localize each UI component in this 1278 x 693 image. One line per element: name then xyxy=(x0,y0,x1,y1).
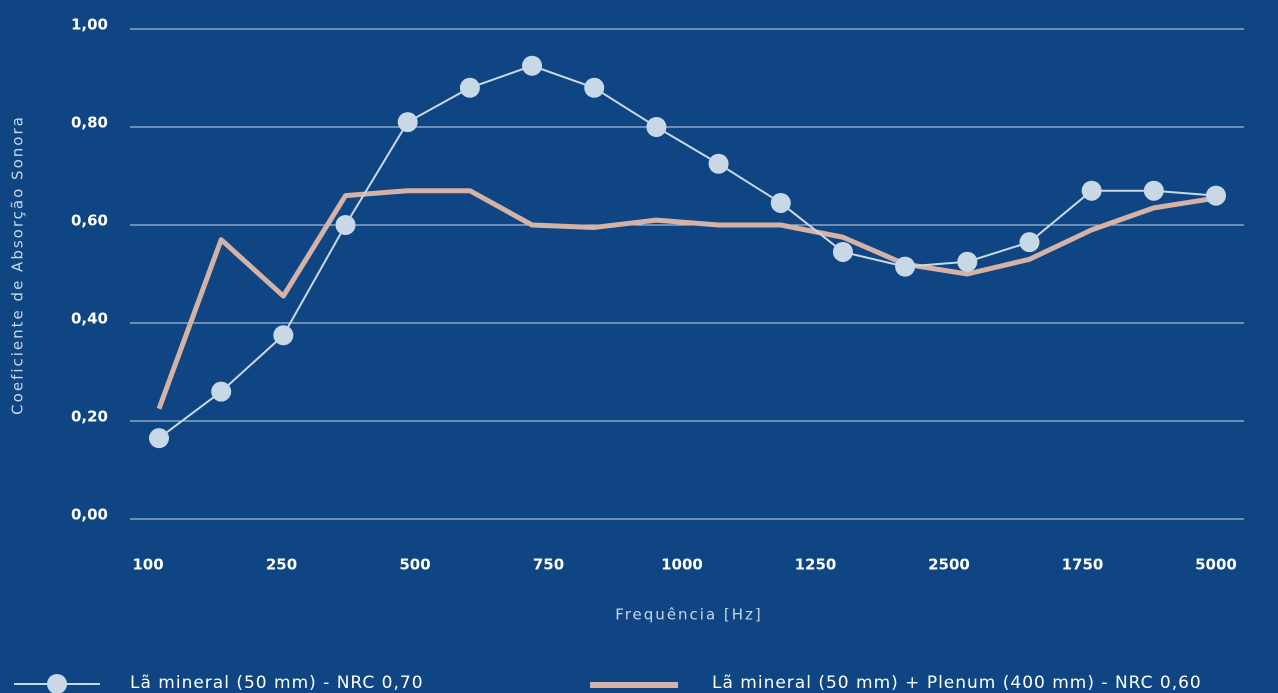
y-tick-label: 1,00 xyxy=(71,16,108,34)
series-line xyxy=(158,64,1217,439)
series-line xyxy=(156,188,1217,410)
x-tick-label: 750 xyxy=(533,556,564,574)
y-tick-label: 0,00 xyxy=(71,506,108,524)
point xyxy=(584,77,605,98)
x-tick-label: 250 xyxy=(266,556,297,574)
point xyxy=(211,381,232,402)
x-tick-label: 1250 xyxy=(795,556,837,574)
x-tick-label: 500 xyxy=(399,556,430,574)
x-tick-label: 1750 xyxy=(1062,556,1104,574)
point xyxy=(646,117,667,137)
point xyxy=(895,256,916,277)
x-axis-title: Frequência [Hz] xyxy=(615,606,763,624)
legend-marker xyxy=(47,674,67,693)
point xyxy=(832,241,853,262)
point xyxy=(397,112,418,133)
point xyxy=(957,251,978,272)
y-axis-title: Coeficiente de Absorção Sonora xyxy=(9,115,27,415)
x-tick-label: 2500 xyxy=(928,556,970,574)
y-tick-label: 0,80 xyxy=(71,114,108,132)
point xyxy=(335,215,356,235)
y-tick-label: 0,60 xyxy=(71,212,108,230)
legend-label: Lã mineral (50 mm) + Plenum (400 mm) - N… xyxy=(712,673,1202,693)
point xyxy=(522,55,543,76)
point xyxy=(1143,180,1164,201)
point xyxy=(459,77,480,98)
y-tick-label: 0,20 xyxy=(71,408,108,426)
point xyxy=(770,192,791,213)
point xyxy=(273,325,294,346)
x-tick-label: 1000 xyxy=(661,556,703,574)
point xyxy=(149,428,169,449)
x-tick-label: 5000 xyxy=(1195,556,1237,574)
legend-label: Lã mineral (50 mm) - NRC 0,70 xyxy=(130,673,424,693)
y-tick-label: 0,40 xyxy=(71,310,108,328)
point xyxy=(1081,180,1102,201)
point xyxy=(1019,232,1040,253)
point xyxy=(1206,185,1226,206)
point xyxy=(708,153,729,174)
x-tick-label: 100 xyxy=(132,556,163,574)
